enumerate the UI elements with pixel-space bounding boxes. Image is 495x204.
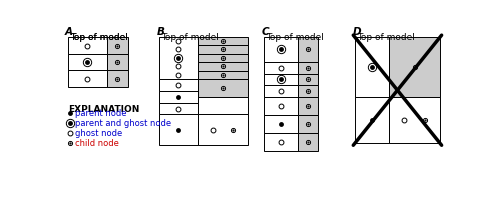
Bar [107, 38, 128, 55]
Bar [198, 46, 248, 54]
Bar [298, 38, 318, 63]
Bar [264, 86, 298, 97]
Bar [298, 63, 318, 74]
Text: B: B [156, 27, 164, 37]
Bar [298, 97, 318, 115]
Bar [159, 38, 198, 80]
Text: EXPLANATION: EXPLANATION [68, 105, 140, 114]
Bar [298, 86, 318, 97]
Bar [198, 38, 248, 46]
Bar [198, 54, 248, 63]
Text: parent node: parent node [75, 109, 127, 118]
Bar [389, 97, 440, 143]
Bar [68, 55, 107, 71]
Bar [298, 133, 318, 151]
Bar [389, 38, 440, 97]
Bar [107, 71, 128, 87]
Bar [298, 74, 318, 86]
Bar [159, 80, 198, 91]
Bar [264, 63, 298, 74]
Text: A: A [65, 27, 73, 37]
Bar [159, 103, 198, 115]
Text: D: D [352, 27, 361, 37]
Bar [198, 115, 248, 145]
Bar [264, 115, 298, 133]
Bar [198, 71, 248, 80]
Text: Top of model: Top of model [70, 33, 128, 42]
Bar [264, 74, 298, 86]
Bar [107, 55, 128, 71]
Text: Top of model: Top of model [357, 33, 415, 42]
Bar [355, 38, 389, 97]
Text: Top of model: Top of model [266, 33, 324, 42]
Bar [198, 80, 248, 97]
Text: C: C [262, 27, 269, 37]
Text: parent and ghost node: parent and ghost node [75, 119, 171, 128]
Bar [198, 97, 248, 115]
Bar [298, 115, 318, 133]
Bar [159, 91, 198, 103]
Bar [264, 133, 298, 151]
Text: ghost node: ghost node [75, 129, 122, 138]
Bar [264, 38, 298, 63]
Bar [198, 63, 248, 71]
Bar [68, 71, 107, 87]
Bar [159, 115, 198, 145]
Text: Top of model: Top of model [161, 33, 219, 42]
Bar [264, 97, 298, 115]
Bar [355, 97, 389, 143]
Bar [68, 38, 107, 55]
Text: child node: child node [75, 139, 119, 148]
Text: Top of model: Top of model [70, 33, 128, 42]
